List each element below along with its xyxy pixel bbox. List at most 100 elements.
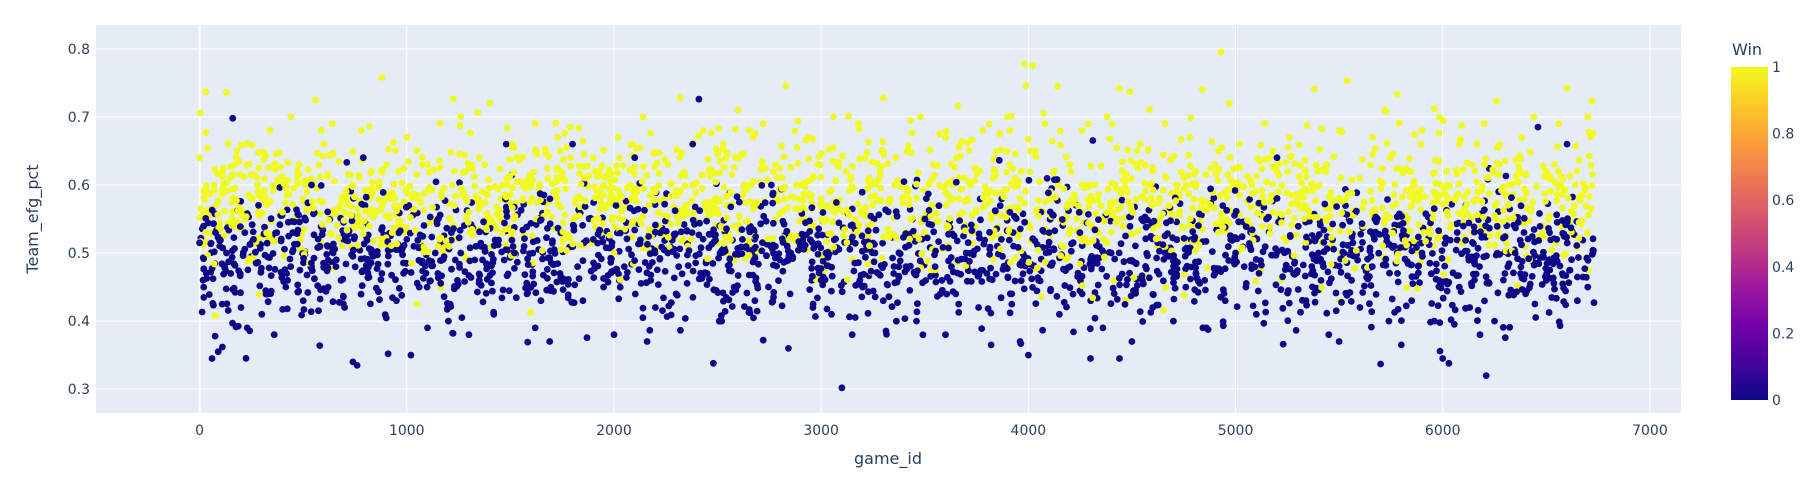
point-win — [1359, 204, 1366, 212]
point-win — [655, 170, 663, 177]
point-loss — [1279, 304, 1287, 312]
point-loss — [490, 242, 498, 250]
point-loss — [1507, 286, 1515, 294]
point-loss — [1091, 226, 1099, 234]
point-loss — [407, 269, 415, 276]
point-loss — [392, 276, 399, 284]
point-loss — [1535, 260, 1543, 268]
point-win — [1288, 152, 1295, 160]
point-win — [502, 241, 510, 249]
point-win — [741, 181, 748, 189]
point-win — [229, 171, 237, 179]
point-loss — [429, 262, 437, 270]
point-win — [1146, 181, 1153, 189]
point-loss — [214, 348, 222, 356]
colorbar-title: Win — [1732, 40, 1762, 59]
point-loss — [1279, 273, 1286, 281]
point-win — [1101, 218, 1109, 225]
point-loss — [1315, 249, 1322, 257]
point-loss — [511, 265, 518, 272]
point-win — [1505, 181, 1513, 189]
point-loss — [742, 243, 750, 250]
point-loss — [1113, 296, 1121, 303]
point-loss — [481, 247, 489, 255]
point-loss — [974, 272, 982, 280]
point-win — [831, 209, 838, 216]
point-win — [1515, 196, 1523, 204]
point-loss — [819, 209, 827, 216]
point-loss — [1375, 249, 1383, 257]
point-loss — [316, 295, 324, 303]
point-win — [1312, 161, 1320, 169]
point-loss — [1581, 265, 1589, 272]
point-loss — [524, 255, 531, 263]
point-win — [923, 257, 931, 265]
point-loss — [753, 307, 761, 315]
point-win — [1257, 141, 1265, 149]
point-win — [1443, 167, 1451, 175]
point-win — [1510, 214, 1517, 222]
point-loss — [503, 207, 510, 215]
point-loss — [399, 251, 406, 259]
point-win — [897, 183, 905, 191]
point-loss — [1233, 303, 1241, 310]
point-loss — [1208, 248, 1216, 256]
point-loss — [1408, 297, 1416, 305]
point-win — [627, 181, 634, 189]
point-win — [633, 145, 641, 152]
point-loss — [705, 230, 713, 238]
point-win — [495, 206, 503, 214]
point-win — [1514, 178, 1522, 186]
point-win — [1496, 141, 1504, 149]
point-win — [1253, 172, 1260, 180]
point-win — [689, 181, 697, 189]
point-loss — [1262, 308, 1270, 316]
point-win — [391, 202, 399, 210]
point-win — [1473, 178, 1481, 186]
point-loss — [1142, 223, 1150, 231]
point-loss — [875, 270, 883, 278]
point-loss — [695, 95, 703, 103]
point-loss — [949, 268, 957, 276]
point-loss — [851, 259, 859, 267]
point-loss — [832, 235, 839, 243]
point-loss — [996, 202, 1004, 210]
point-win — [197, 109, 204, 117]
point-win — [1298, 179, 1305, 187]
point-win — [1026, 147, 1034, 155]
point-loss — [1567, 224, 1575, 232]
point-win — [1003, 148, 1011, 156]
point-loss — [1520, 229, 1528, 236]
point-loss — [1563, 239, 1571, 247]
point-loss — [759, 336, 767, 344]
point-loss — [1429, 250, 1436, 257]
point-loss — [752, 233, 760, 241]
point-win — [613, 169, 621, 177]
point-win — [1214, 147, 1222, 155]
point-win — [602, 202, 610, 209]
point-loss — [1493, 222, 1501, 230]
point-loss — [1441, 262, 1449, 270]
point-win — [389, 139, 397, 146]
point-loss — [1311, 298, 1319, 306]
point-win — [1078, 237, 1086, 245]
point-loss — [1180, 235, 1188, 242]
point-loss — [1434, 302, 1442, 310]
point-win — [1417, 206, 1425, 214]
point-loss — [871, 293, 879, 301]
point-win — [1034, 264, 1041, 272]
point-win — [793, 144, 801, 151]
point-loss — [980, 240, 988, 248]
point-loss — [1366, 300, 1373, 308]
point-loss — [1394, 305, 1402, 313]
point-loss — [364, 274, 372, 282]
point-win — [562, 185, 569, 193]
point-win — [1439, 200, 1447, 208]
point-loss — [1325, 331, 1333, 339]
point-loss — [1160, 256, 1168, 263]
point-win — [1282, 159, 1289, 166]
point-loss — [502, 246, 510, 254]
point-loss — [616, 229, 624, 237]
point-loss — [1163, 219, 1170, 227]
point-loss — [414, 236, 422, 244]
